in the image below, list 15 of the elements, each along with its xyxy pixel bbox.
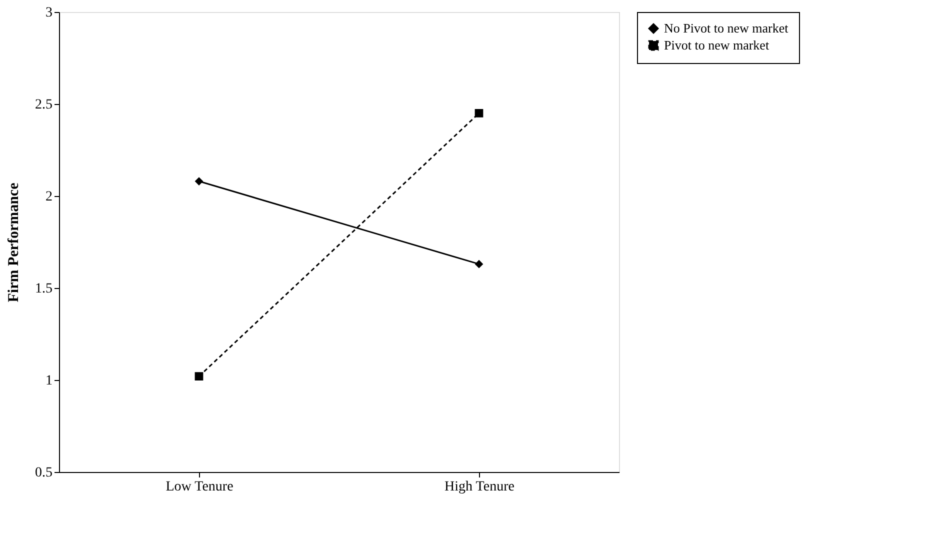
x-tick-label: High Tenure <box>444 480 514 494</box>
point <box>194 177 204 186</box>
legend-label: No Pivot to new market <box>664 20 789 36</box>
x-tick-label: Low Tenure <box>166 480 234 494</box>
point <box>194 372 204 381</box>
point <box>474 109 484 118</box>
y-tick-label: 2 <box>46 190 52 204</box>
y-tick-label: 2.5 <box>35 98 52 112</box>
point <box>474 260 484 268</box>
y-tick-label: 3 <box>46 6 52 20</box>
legend-label: Pivot to new market <box>664 38 770 52</box>
y-tick-label: 1.5 <box>35 282 52 296</box>
y-tick-label: 1 <box>46 374 52 388</box>
y-tick-label: 0.5 <box>35 466 52 480</box>
y-axis-title: Firm Performance <box>6 182 22 302</box>
